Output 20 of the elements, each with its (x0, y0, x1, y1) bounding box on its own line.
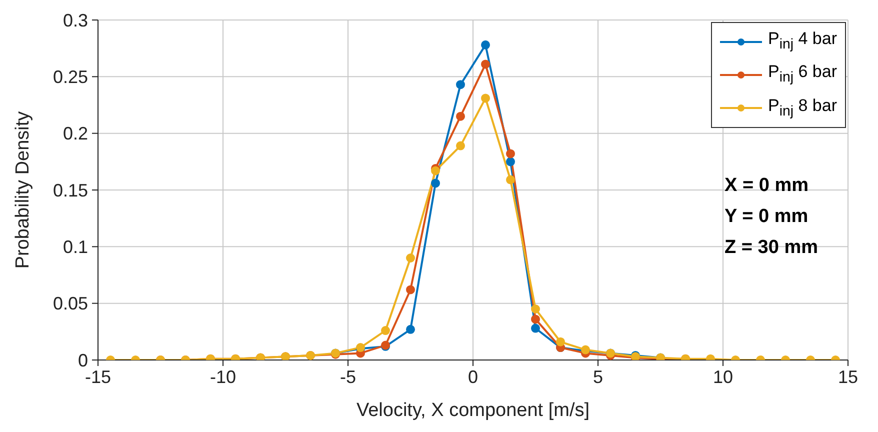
y-tick-label: 0.25 (52, 67, 88, 88)
annotation: X = 0 mm (724, 174, 810, 198)
y-tick-label: 0.15 (52, 180, 88, 200)
y-axis-title: Probability Density (12, 110, 34, 269)
y-tick-label: 0.1 (62, 237, 88, 258)
y-tick-label: 0.05 (52, 294, 88, 314)
x-tick-label: 0 (468, 366, 478, 387)
legend-label: P$_{inj}$ 4 bar (768, 28, 837, 54)
x-tick-label: -5 (340, 366, 356, 387)
y-tick-label: 0.3 (62, 10, 88, 30)
y-tick-label: 0.2 (62, 124, 88, 144)
x-tick-label: -10 (210, 366, 236, 387)
legend-label: P$_{inj}$ 6 bar (768, 61, 837, 88)
annotation: Z = 30 mm (724, 236, 818, 260)
annotation: Y = 0 mm (724, 205, 810, 229)
x-tick-label: 15 (838, 366, 858, 387)
x-tick-label: 5 (592, 366, 604, 387)
x-axis-title: Velocity, X component [m/s] (356, 400, 590, 421)
x-tick-label: 10 (712, 366, 734, 387)
legend-label: P$_{inj}$ 8 bar (768, 94, 837, 122)
